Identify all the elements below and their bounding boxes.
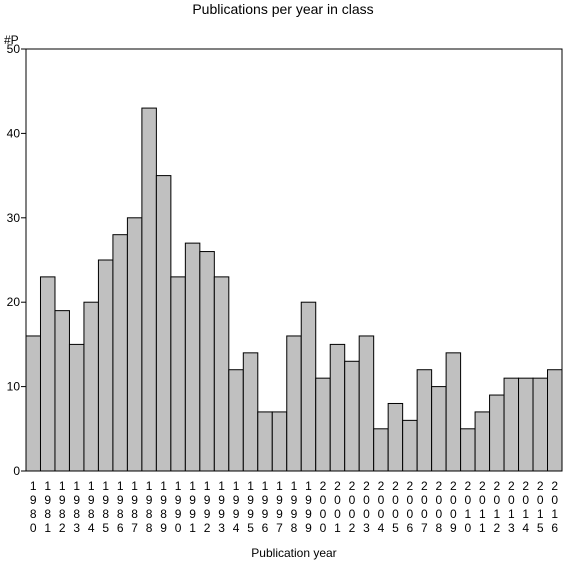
bar-2011 [474, 411, 491, 472]
bar-1988 [141, 107, 157, 472]
bar-2016 [547, 369, 563, 472]
chart-title: Publications per year in class [192, 1, 373, 17]
bar-1989 [155, 175, 172, 472]
y-tick-label: 40 [7, 126, 21, 140]
bar-1996 [257, 411, 273, 472]
bar-1981 [39, 276, 56, 472]
bar-1999 [300, 301, 317, 472]
bar-1980 [25, 335, 41, 472]
bar-2013 [503, 377, 520, 472]
bar-1994 [228, 369, 244, 472]
bar-2006 [402, 419, 418, 472]
bar-1985 [97, 259, 114, 472]
plot-frame [25, 48, 563, 472]
bar-2001 [329, 343, 346, 472]
bar-1990 [170, 276, 186, 472]
bar-2010 [460, 428, 476, 472]
bar-1992 [199, 251, 215, 472]
bar-1986 [112, 234, 128, 472]
bar-1984 [83, 301, 99, 472]
bar-1983 [68, 343, 85, 472]
bar-1995 [242, 352, 259, 472]
bar-2003 [358, 335, 375, 472]
bar-2012 [489, 394, 505, 472]
y-tick-label: 0 [13, 464, 20, 478]
x-axis-ticks: 1 9 8 0 1 9 8 1 1 9 8 2 1 9 8 3 1 9 8 4 1 9 8 5 1 9 8 6 1 9 8 7 1 9 8 8 1 9 8 9… [30, 479, 559, 535]
bar-2002 [344, 360, 360, 472]
bar-1987 [126, 217, 143, 472]
bar-2015 [532, 377, 549, 472]
bar-1991 [184, 242, 201, 472]
y-axis-ticks: 0 10 20 30 40 50 [7, 42, 26, 478]
y-tick-label: 20 [7, 295, 21, 309]
bar-2014 [518, 377, 534, 472]
y-tick-label: 10 [7, 380, 21, 394]
x-axis-label: Publication year [251, 546, 336, 560]
bar-2008 [431, 386, 447, 472]
y-tick-label: 30 [7, 211, 21, 225]
y-axis-label: #P [4, 33, 19, 47]
bar-2005 [387, 402, 404, 472]
bar-1993 [213, 276, 230, 472]
bar-1982 [54, 310, 70, 472]
bar-1998 [286, 335, 302, 472]
bar-2007 [416, 369, 433, 472]
bars [25, 107, 563, 472]
bar-2004 [373, 428, 389, 472]
y-tick-label: 50 [7, 42, 21, 56]
bar-2009 [445, 352, 462, 472]
bar-2000 [315, 377, 331, 472]
bar-1997 [271, 411, 288, 472]
